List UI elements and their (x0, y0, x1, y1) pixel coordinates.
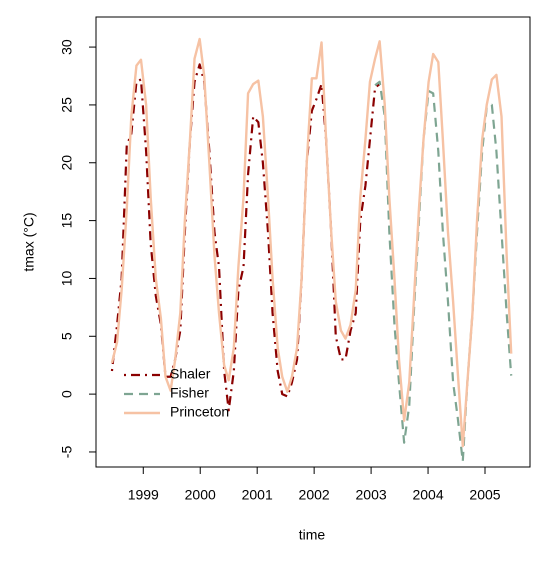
y-tick-label: 10 (59, 270, 75, 286)
y-tick-label: 15 (59, 213, 75, 229)
line-series (110, 63, 381, 412)
y-tick-label: -5 (59, 446, 75, 459)
legend-label: Shaler (170, 366, 211, 382)
x-tick-label: 2003 (356, 487, 387, 503)
x-tick-label: 2004 (412, 487, 443, 503)
y-tick-label: 25 (59, 97, 75, 113)
y-tick-label: 30 (59, 39, 75, 55)
plot-frame (95, 16, 531, 468)
x-tick-label: 1999 (128, 487, 159, 503)
line-series (374, 80, 513, 463)
legend-label: Princeton (170, 404, 229, 420)
y-tick-label: 20 (59, 155, 75, 171)
x-tick-label: 2005 (469, 487, 500, 503)
legend-label: Fisher (170, 385, 209, 401)
y-tick-label: 0 (59, 390, 75, 398)
x-tick-label: 2002 (299, 487, 330, 503)
line-series (110, 37, 513, 448)
x-tick-label: 2000 (185, 487, 216, 503)
y-tick-label: 5 (59, 332, 75, 340)
y-axis-label: tmax (°C) (21, 212, 37, 271)
x-tick-label: 2001 (242, 487, 273, 503)
x-axis-label: time (299, 527, 326, 543)
